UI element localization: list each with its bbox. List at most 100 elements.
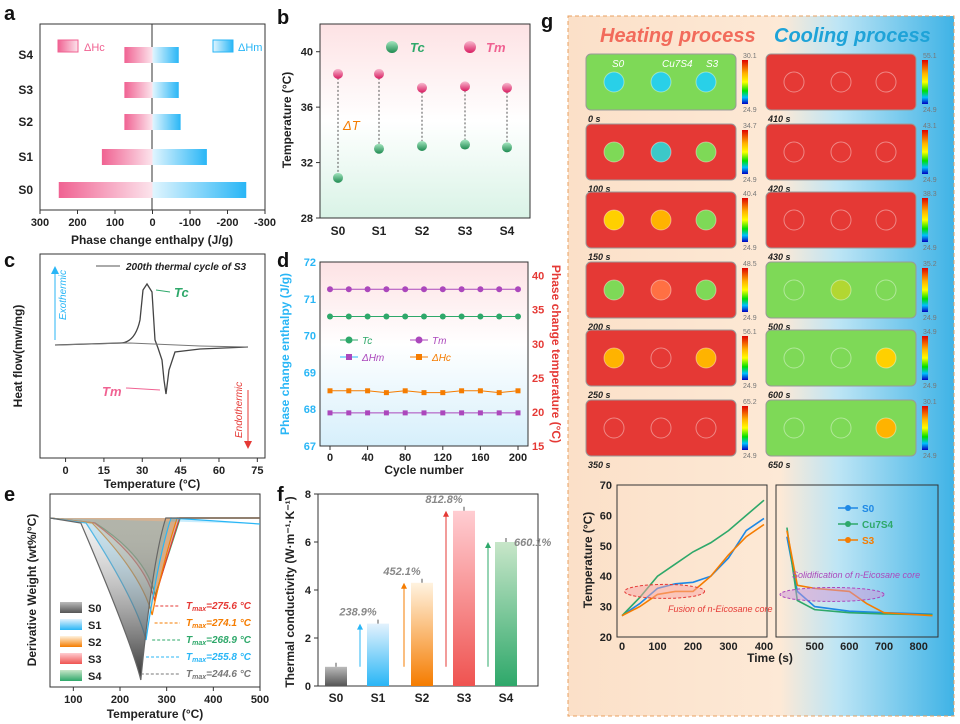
xtick-label: 300 xyxy=(719,641,737,653)
panel-d-y2label: Phase change temperature (°C) xyxy=(549,265,563,443)
point-ΔHm xyxy=(477,410,483,416)
panel-c-xlabel: Temperature (°C) xyxy=(104,477,201,491)
legend-label-2: S3 xyxy=(862,536,875,547)
sample-spot xyxy=(695,141,717,163)
point-ΔHm xyxy=(402,410,408,416)
point-ΔHm xyxy=(383,410,389,416)
colorbar xyxy=(742,336,748,380)
panel-d-legend: Tc Tm ΔHm ΔHc xyxy=(340,336,451,364)
ytick-label: 0 xyxy=(305,681,311,693)
xtick-label: -300 xyxy=(254,217,276,229)
colorbar-min: 24.9 xyxy=(923,245,937,252)
xtick-label: 0 xyxy=(149,217,155,229)
frame-time: 410 s xyxy=(767,114,791,124)
sample-spot xyxy=(830,141,852,163)
colorbar xyxy=(742,60,748,104)
point-Tc xyxy=(439,313,446,320)
bar-S3 xyxy=(453,510,475,686)
colorbar-max: 55.1 xyxy=(923,53,937,60)
increase-arrowhead-3 xyxy=(485,542,491,548)
legend-swatch-dhm xyxy=(212,39,234,53)
panel-label-d: d xyxy=(277,250,289,272)
increase-label-0: 238.9% xyxy=(338,607,377,619)
heading-heating: Heating process xyxy=(600,25,756,47)
panel-c-legend: 200th thermal cycle of S3 xyxy=(125,262,246,273)
xtick-label: 500 xyxy=(251,694,269,706)
sample-spot xyxy=(603,279,625,301)
increase-arrowhead-0 xyxy=(357,623,363,630)
panel-e-ticks: 100 200 300 400 500 xyxy=(64,687,269,706)
xtick-label: 0 xyxy=(619,641,625,653)
point-tc-S4 xyxy=(502,142,512,153)
tmax-label-2: Tmax=268.9 °C xyxy=(186,635,252,647)
xtick-label: 75 xyxy=(251,465,263,477)
xcat-S2: S2 xyxy=(415,691,430,705)
sample-spot xyxy=(783,141,805,163)
bar-S0 xyxy=(325,666,347,686)
panel-e-tmax-labels: Tmax=275.6 °C Tmax=274.1 °C Tmax=268.9 °C T… xyxy=(140,601,252,681)
sample-spot xyxy=(650,417,672,439)
legend-d-dhm: ΔHm xyxy=(361,353,384,364)
colorbar xyxy=(922,268,928,312)
bar-dhc-S0 xyxy=(58,182,153,198)
increase-label-2: 812.8% xyxy=(425,494,463,506)
colorbar xyxy=(922,60,928,104)
frame-time: 0 s xyxy=(588,114,601,124)
y2tick-label: 20 xyxy=(532,407,544,419)
point-tm-S2 xyxy=(417,82,427,93)
colorbar-min: 24.9 xyxy=(743,453,757,460)
sample-spot xyxy=(650,209,672,231)
heat-frame-4: 56.1 24.9 250 s xyxy=(585,329,757,400)
panel-f-ylabel: Thermal conductivity (W·m⁻¹·K⁻¹) xyxy=(283,496,297,687)
colorbar xyxy=(742,406,748,450)
panel-b-marks xyxy=(333,68,512,183)
ytick-label: 40 xyxy=(600,571,612,583)
panel-d-ylabel: Phase change enthalpy (J/g) xyxy=(278,273,292,435)
cool-curve-1 xyxy=(786,527,933,616)
sample-spot xyxy=(783,347,805,369)
legend-swatch-S3 xyxy=(60,653,82,664)
xcat-S3: S3 xyxy=(458,224,473,238)
ytick-label: 6 xyxy=(305,537,311,549)
sample-spot xyxy=(603,417,625,439)
xtick-label: 15 xyxy=(98,465,110,477)
point-tm-S0 xyxy=(333,68,343,79)
frame-time: 200 s xyxy=(587,322,611,332)
point-ΔHc xyxy=(440,390,446,396)
frame-time: 420 s xyxy=(767,184,791,194)
legend-label-dhm: ΔHm xyxy=(238,42,262,54)
ytick-label: 50 xyxy=(600,541,612,553)
point-Tm xyxy=(345,286,352,293)
legend-label-S0: S0 xyxy=(88,603,101,615)
panel-g-ylabel: Temperature (°C) xyxy=(581,512,595,609)
xtick-label: 300 xyxy=(157,694,175,706)
sample-spot xyxy=(875,279,897,301)
category-S1: S1 xyxy=(18,150,33,164)
sample-spot xyxy=(695,347,717,369)
sample-spot xyxy=(830,417,852,439)
point-tc-S3 xyxy=(460,139,470,150)
point-ΔHm xyxy=(346,410,352,416)
y2tick-label: 25 xyxy=(532,373,544,385)
colorbar-max: 35.2 xyxy=(923,261,937,268)
heat-frame-0: 30.1 24.9 0 s xyxy=(585,53,757,124)
point-ΔHm xyxy=(515,410,521,416)
legend-d-tc: Tc xyxy=(362,336,372,347)
xtick-label: 40 xyxy=(361,452,373,464)
legend-swatch-S1 xyxy=(60,619,82,630)
colorbar-max: 40.4 xyxy=(743,191,757,198)
point-Tc xyxy=(402,313,409,320)
point-ΔHm xyxy=(327,410,333,416)
frame-time: 500 s xyxy=(768,322,791,332)
xcat-S1: S1 xyxy=(371,691,386,705)
point-Tc xyxy=(458,313,465,320)
xtick-label: 30 xyxy=(136,465,148,477)
sample-spot xyxy=(830,279,852,301)
point-Tc xyxy=(364,313,371,320)
legend-label-dhc: ΔHc xyxy=(84,42,105,54)
sample-label-0: S0 xyxy=(612,59,625,70)
colorbar xyxy=(742,268,748,312)
panel-c-curve-base xyxy=(54,342,249,348)
panel-e-curves xyxy=(49,517,261,681)
